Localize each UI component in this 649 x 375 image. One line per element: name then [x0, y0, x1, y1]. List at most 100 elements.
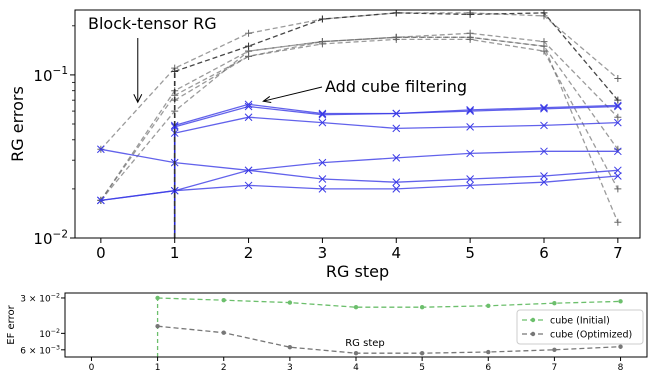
data-point-gray-9-6: [614, 185, 622, 193]
ef-data-point-0-1: [221, 297, 226, 303]
x-tick-label-1: 1: [170, 244, 180, 262]
data-point-blue-5-6: [540, 178, 548, 187]
x-tick-label-3: 3: [318, 244, 328, 262]
x-tick-label-2: 2: [244, 244, 254, 262]
legend: cube (Initial) cube (Optimized): [516, 309, 644, 345]
data-point-gray-10-6: [540, 42, 548, 50]
data-point-blue-1-1: [244, 102, 253, 111]
ef-x-tick-label-1: 1: [155, 363, 161, 373]
ef-inner-label: RG step: [345, 338, 385, 349]
ef-data-point-1-7: [618, 344, 623, 349]
ef-x-tick-label-6: 6: [485, 363, 491, 373]
data-point-blue-5-0: [96, 196, 105, 205]
ef-data-point-0-7: [618, 299, 623, 304]
annotation-add-cube-filtering: Add cube filtering: [325, 77, 467, 96]
ef-y-tick-label-1-exp: −2: [51, 328, 60, 335]
ef-data-point-0-5: [486, 303, 491, 309]
data-point-blue-5-3: [318, 185, 327, 193]
data-point-blue-2-4: [466, 123, 474, 131]
data-point-blue-4-3: [318, 175, 327, 183]
data-point-dark-11-2: [318, 15, 326, 23]
x-tick-label-6: 6: [539, 244, 549, 262]
ef-y-tick-label-0-base: 3 × 10: [20, 294, 51, 304]
ef-data-point-0-4: [419, 305, 425, 310]
x-tick-label-4: 4: [392, 244, 402, 262]
ef-data-point-0-3: [353, 305, 359, 310]
series-line-blue-5: [100, 175, 618, 202]
data-point-blue-3-0: [96, 145, 105, 154]
data-point-gray-10-4: [392, 33, 400, 41]
data-point-blue-0-4: [466, 106, 474, 114]
ef-error-chart: 0 1 2 3 4 5 6 7 83 × 10−210−26 × 10−3EF error RG …: [6, 292, 648, 373]
y-tick-label-1: 10−1: [33, 65, 68, 85]
ef-data-point-0-6: [552, 301, 557, 306]
data-point-dark-11-1: [245, 42, 253, 50]
data-point-blue-4-4: [392, 178, 401, 187]
ef-y-tick-label-0: 3 × 10−2: [20, 292, 60, 304]
series-line-gray-6: [100, 12, 619, 150]
data-point-dark-11-3: [392, 10, 400, 17]
data-point-blue-0-5: [540, 103, 548, 112]
data-point-blue-3-3: [318, 158, 327, 167]
series-line-blue-2: [174, 116, 618, 134]
ef-x-tick-label-3: 3: [287, 363, 293, 373]
x-tick-label-5: 5: [465, 244, 475, 262]
legend-frame: [516, 309, 644, 345]
data-point-blue-2-5: [540, 121, 548, 130]
ef-x-tick-label-7: 7: [552, 363, 558, 373]
ef-data-point-1-5: [486, 349, 491, 355]
data-point-blue-2-3: [392, 124, 401, 133]
x-axis-title: RG step: [326, 262, 389, 281]
data-point-dark-11-5: [540, 10, 548, 17]
data-point-blue-5-7: [613, 172, 622, 180]
data-point-blue-3-5: [466, 149, 474, 158]
legend-swatch-dot-0: [530, 317, 536, 323]
plot-area-2: [155, 295, 623, 357]
ef-y-tick-label-2-exp: −3: [51, 344, 60, 351]
ef-y-tick-label-2: 6 × 10−3: [20, 344, 60, 356]
series-line-blue-1: [174, 105, 618, 128]
data-point-blue-1-6: [613, 102, 622, 111]
ef-data-point-0-0: [155, 295, 160, 301]
series-line-gray-7: [100, 32, 619, 201]
series-line-blue-3: [100, 148, 618, 171]
data-point-blue-5-5: [466, 181, 474, 190]
legend-label-1: cube (Optimized): [550, 330, 632, 341]
ef-data-point-1-4: [419, 351, 425, 356]
ef-series-line-1: [157, 325, 621, 354]
ef-data-point-1-1: [221, 330, 226, 335]
series-line-blue-0: [174, 103, 618, 127]
data-point-blue-4-2: [244, 166, 253, 175]
plot-frame: [74, 9, 641, 239]
ef-y-axis-title: EF error: [6, 304, 17, 344]
data-point-blue-1-5: [540, 104, 548, 113]
data-point-gray-10-5: [466, 33, 474, 41]
annotation-arrow-head-2: [262, 96, 272, 103]
data-point-gray-10-3: [318, 38, 326, 46]
data-point-blue-1-2: [318, 110, 327, 119]
y-tick-label-0: 10−2: [33, 228, 68, 248]
ef-data-point-1-3: [353, 351, 359, 356]
y-tick-label-0-base: 10: [33, 230, 52, 248]
data-point-dark-11-4: [466, 10, 474, 18]
data-point-blue-4-5: [466, 175, 474, 183]
ef-data-point-1-2: [287, 345, 293, 350]
ef-x-tick-label-4: 4: [353, 363, 359, 373]
series-line-blue-4: [100, 169, 618, 202]
data-point-blue-5-2: [244, 181, 253, 190]
annotation-block-tensor-rg: Block-tensor RG: [88, 14, 217, 33]
ef-y-tick-label-1: 10−2: [39, 328, 60, 340]
ef-data-point-1-0: [155, 323, 160, 329]
legend-swatch-dot-1: [530, 331, 536, 337]
data-point-blue-4-6: [540, 172, 548, 180]
x-tick-label-0: 0: [96, 244, 106, 262]
ef-y-tick-label-2-base: 6 × 10: [20, 346, 51, 356]
ef-x-tick-label-0: 0: [89, 363, 95, 373]
data-point-blue-1-3: [392, 109, 401, 118]
data-point-dark-11-6: [614, 96, 622, 104]
ef-data-point-1-6: [552, 347, 557, 353]
data-point-blue-2-1: [244, 113, 253, 122]
y-tick-label-1-exp: −1: [53, 65, 68, 77]
